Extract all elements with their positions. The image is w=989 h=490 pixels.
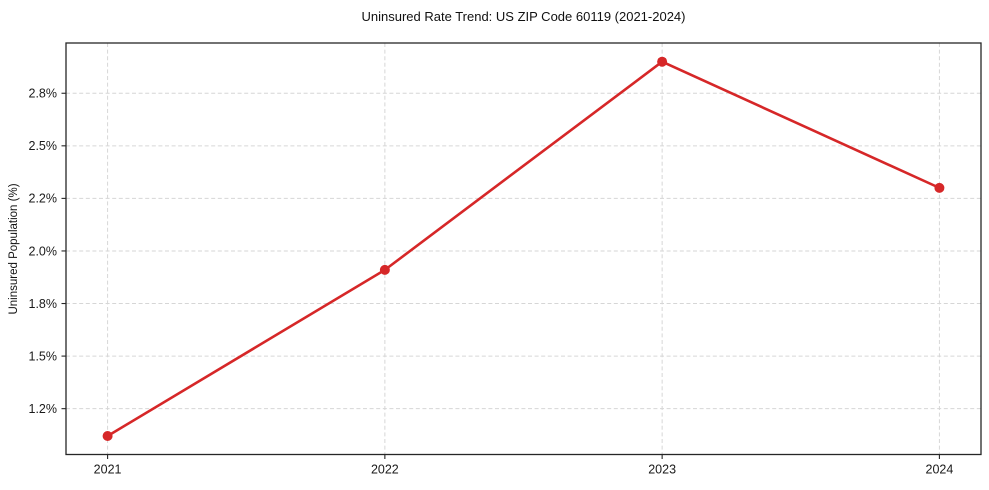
y-tick-label: 1.8% [29, 297, 58, 311]
axes-frame [65, 42, 982, 456]
data-point [102, 430, 113, 441]
data-point [379, 264, 390, 275]
data-point [657, 56, 668, 67]
y-tick-label: 2.5% [29, 139, 58, 153]
x-tick-label: 2021 [94, 463, 122, 477]
trend-line [106, 60, 941, 438]
data-point [934, 182, 945, 193]
y-tick-label: 1.5% [29, 349, 58, 363]
x-tick-label: 2024 [926, 463, 954, 477]
y-tick-label: 2.2% [29, 192, 58, 206]
y-tick-label: 1.2% [29, 402, 58, 416]
chart-title: Uninsured Rate Trend: US ZIP Code 60119 … [361, 9, 686, 24]
y-tick-label: 2.0% [29, 244, 58, 258]
x-tick-label: 2022 [371, 463, 399, 477]
y-tick-label: 2.8% [29, 87, 58, 101]
x-tick-label: 2023 [648, 463, 676, 477]
